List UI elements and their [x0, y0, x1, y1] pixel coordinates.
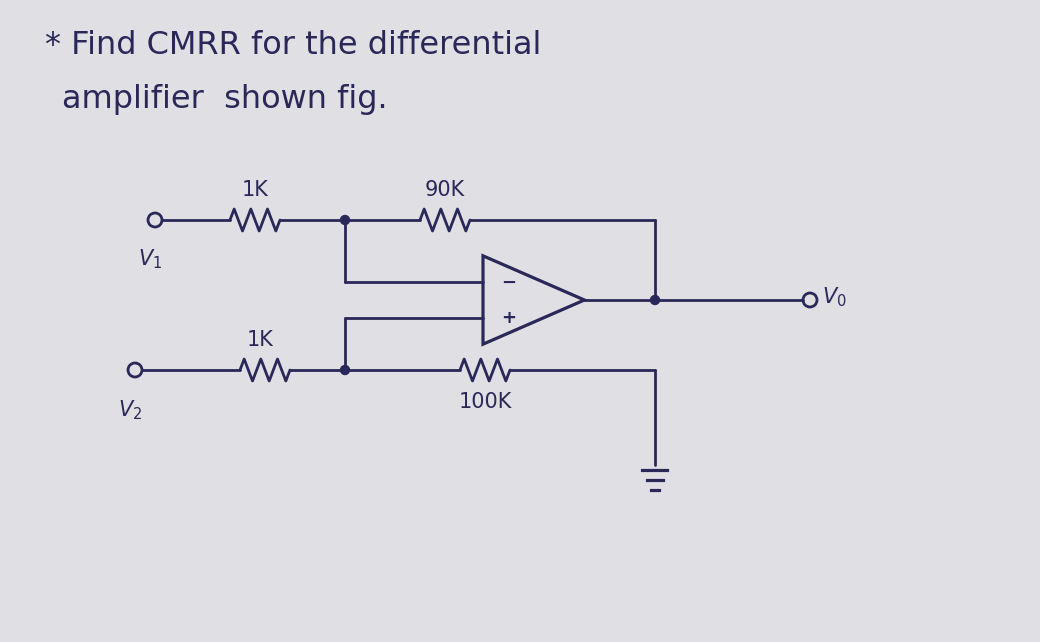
Text: +: + — [501, 309, 517, 327]
Text: 100K: 100K — [459, 392, 512, 412]
Text: 1K: 1K — [246, 330, 274, 350]
Text: 1K: 1K — [241, 180, 268, 200]
Text: 90K: 90K — [425, 180, 465, 200]
Text: amplifier  shown fig.: amplifier shown fig. — [62, 84, 388, 115]
Circle shape — [340, 365, 349, 374]
Text: −: − — [501, 274, 517, 292]
Circle shape — [340, 216, 349, 225]
Text: $V_1$: $V_1$ — [138, 247, 162, 270]
Text: $V_2$: $V_2$ — [118, 398, 142, 422]
Circle shape — [650, 295, 659, 304]
Text: * Find CMRR for the differential: * Find CMRR for the differential — [45, 30, 542, 61]
Text: $V_0$: $V_0$ — [822, 285, 847, 309]
